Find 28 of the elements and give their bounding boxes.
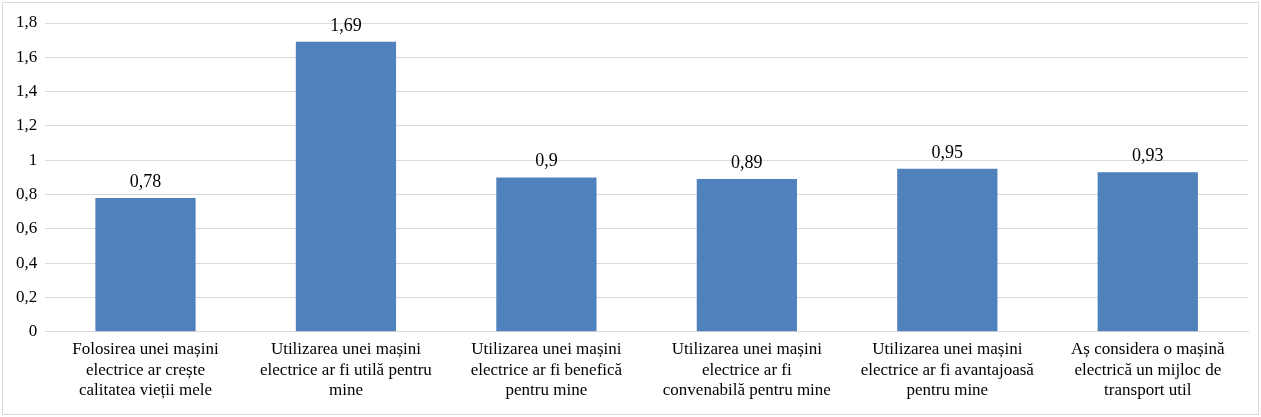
data-label: 1,69 xyxy=(330,14,362,35)
x-tick-label: Utilizarea unei mașini electrice ar fi utilă pentru mine xyxy=(260,339,433,400)
y-tick-label: 1 xyxy=(28,149,38,169)
data-label: 0,95 xyxy=(931,141,964,162)
y-tick-label: 1,4 xyxy=(16,81,38,101)
bar xyxy=(696,179,797,332)
y-tick-label: 0,4 xyxy=(16,252,38,272)
bar xyxy=(897,168,998,332)
data-label: 0,89 xyxy=(731,151,763,172)
bar xyxy=(95,197,196,332)
bar xyxy=(496,177,597,332)
y-tick-label: 0,2 xyxy=(16,286,38,306)
x-tick-label: Aș considera o mașină electrică un mijloc de transport util xyxy=(1071,339,1225,400)
x-tick-label: Utilizarea unei mașini electrice ar fi avantajoasă pentru mine xyxy=(860,339,1035,400)
bar xyxy=(295,41,397,332)
x-tick-label: Utilizarea unei mașini electrice ar fi convenabilă pentru mine xyxy=(662,339,831,400)
data-label: 0,78 xyxy=(129,170,162,191)
data-label: 0,93 xyxy=(1132,144,1164,165)
data-label: 0,9 xyxy=(535,150,558,171)
x-tick-label: Folosirea unei mașini electrice ar crește calitatea vieții mele xyxy=(72,339,219,400)
y-tick-label: 0,8 xyxy=(16,184,38,204)
y-tick-label: 1,8 xyxy=(16,12,38,32)
y-tick-label: 1,6 xyxy=(16,46,38,66)
y-tick-label: 1,2 xyxy=(16,115,38,135)
x-tick-label: Utilizarea unei mașini electrice ar fi benefică pentru mine xyxy=(470,339,623,400)
y-tick-label: 0 xyxy=(28,321,38,341)
bar xyxy=(1097,172,1198,332)
y-tick-label: 0,6 xyxy=(16,218,38,238)
